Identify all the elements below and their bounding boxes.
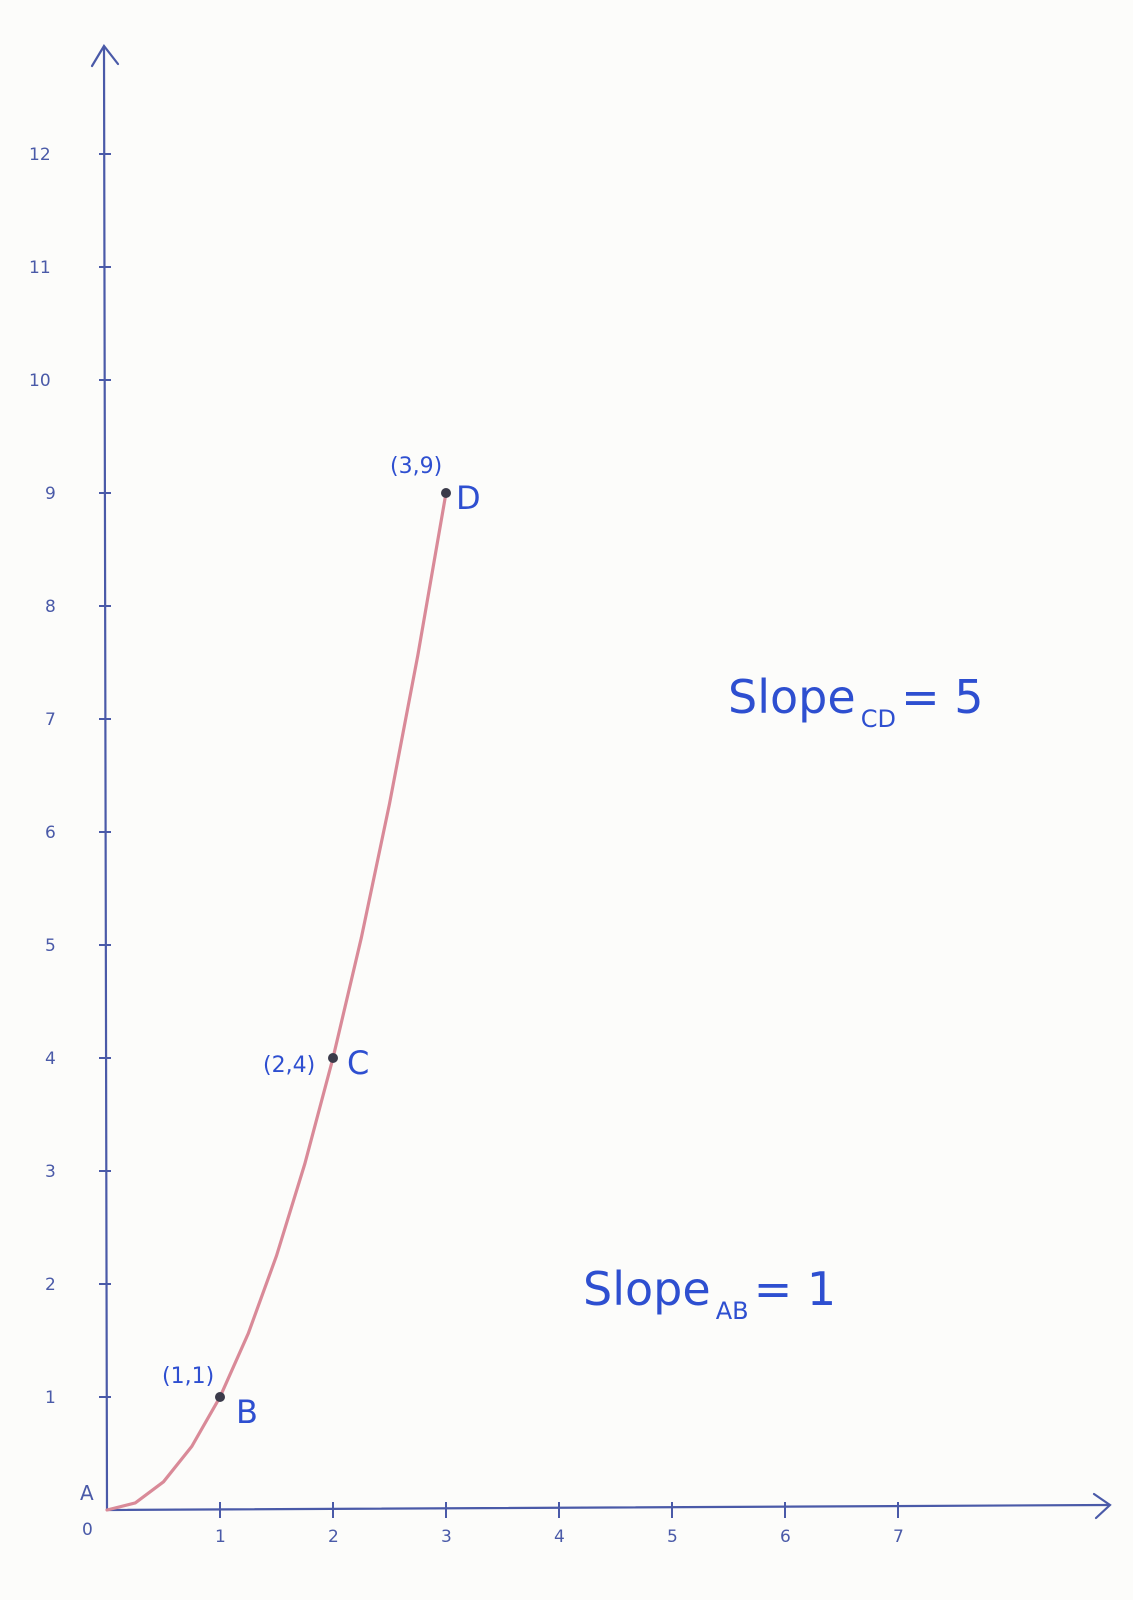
point-d (441, 488, 451, 498)
origin-label: 0 (82, 1520, 93, 1540)
point-b-coord-label: (1,1) (162, 1364, 214, 1389)
x-tick-label-7: 7 (893, 1527, 904, 1547)
y-tick-label-7: 7 (45, 710, 56, 730)
y-tick-label-11: 11 (29, 258, 51, 278)
x-tick-label-5: 5 (667, 1527, 678, 1547)
x-tick-label-1: 1 (215, 1527, 226, 1547)
x-tick-label-6: 6 (780, 1527, 791, 1547)
point-c-coord-label: (2,4) (263, 1053, 315, 1078)
axes (90, 44, 1112, 1520)
curve-layer (105, 491, 448, 1512)
annotation-slope-cd-subscript: CD (861, 705, 896, 733)
x-tick-label-4: 4 (554, 1527, 565, 1547)
x-tick-label-2: 2 (328, 1527, 339, 1547)
points-layer: (1,1) B (2,4) C (3,9) D (162, 454, 481, 1431)
point-c-name-label: C (347, 1044, 369, 1082)
y-axis (102, 46, 109, 1512)
annotation-slope-cd-value: = 5 (901, 670, 983, 724)
point-b (215, 1392, 225, 1402)
y-tick-label-5: 5 (45, 936, 56, 956)
y-tick-label-6: 6 (45, 823, 56, 843)
y-tick-label-2: 2 (45, 1275, 56, 1295)
x-tick-label-3: 3 (441, 1527, 452, 1547)
annotation-slope-cd-word: Slope (728, 670, 856, 724)
origin-point-label: A (80, 1481, 94, 1505)
annotation-slope-cd-text: Slope CD = 5 (728, 670, 984, 733)
x-axis (105, 1503, 1110, 1512)
curve-line (105, 491, 448, 1512)
y-tick-label-12: 12 (29, 145, 51, 165)
x-axis-arrowhead (1092, 1492, 1112, 1520)
point-d-name-label: D (456, 479, 481, 517)
annotation-slope-ab-text: Slope AB = 1 (583, 1262, 836, 1325)
annotation-slope-cd: Slope CD = 5 (728, 670, 984, 733)
point-c (328, 1053, 338, 1063)
point-b-name-label: B (236, 1393, 258, 1431)
annotation-slope-ab-word: Slope (583, 1262, 711, 1316)
annotation-slope-ab: Slope AB = 1 (583, 1262, 836, 1325)
y-tick-label-8: 8 (45, 597, 56, 617)
point-d-coord-label: (3,9) (390, 454, 442, 479)
y-tick-label-10: 10 (29, 371, 51, 391)
y-tick-label-3: 3 (45, 1162, 56, 1182)
y-tick-label-9: 9 (45, 484, 56, 504)
annotation-slope-ab-subscript: AB (716, 1297, 749, 1325)
y-tick-label-4: 4 (45, 1049, 56, 1069)
y-axis-arrowhead (90, 44, 120, 68)
y-tick-label-1: 1 (45, 1388, 56, 1408)
annotation-slope-ab-value: = 1 (754, 1262, 836, 1316)
